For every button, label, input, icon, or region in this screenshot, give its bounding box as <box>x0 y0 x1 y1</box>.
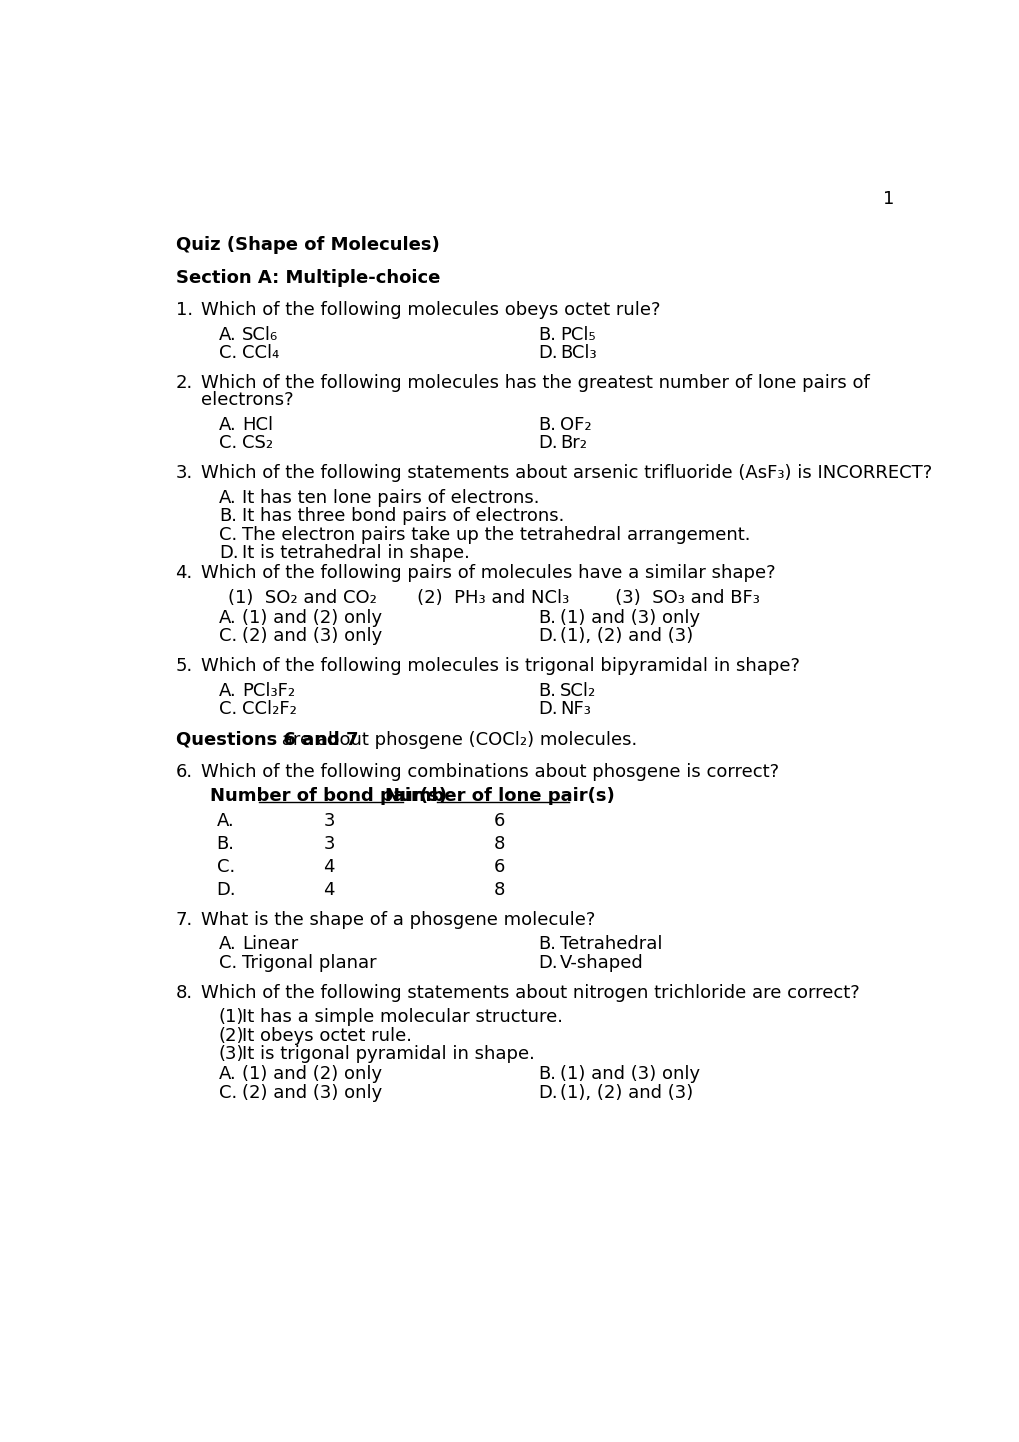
Text: 6: 6 <box>493 858 504 877</box>
Text: CCl₄: CCl₄ <box>242 345 279 362</box>
Text: (1) and (3) only: (1) and (3) only <box>559 609 699 627</box>
Text: PCl₃F₂: PCl₃F₂ <box>242 682 296 699</box>
Text: A.: A. <box>219 489 236 506</box>
Text: D.: D. <box>538 1084 557 1102</box>
Text: Which of the following combinations about phosgene is correct?: Which of the following combinations abou… <box>201 763 779 782</box>
Text: 1: 1 <box>882 190 894 208</box>
Text: Which of the following pairs of molecules have a similar shape?: Which of the following pairs of molecule… <box>201 564 775 583</box>
Text: It obeys octet rule.: It obeys octet rule. <box>242 1027 412 1045</box>
Text: PCl₅: PCl₅ <box>559 326 595 343</box>
Text: (1): (1) <box>219 1008 245 1027</box>
Text: 3: 3 <box>323 835 334 854</box>
Text: Quiz (Shape of Molecules): Quiz (Shape of Molecules) <box>175 236 439 254</box>
Text: CS₂: CS₂ <box>242 434 273 453</box>
Text: D.: D. <box>538 627 557 646</box>
Text: C.: C. <box>219 953 237 972</box>
Text: are about phosgene (COCl₂) molecules.: are about phosgene (COCl₂) molecules. <box>275 731 636 748</box>
Text: C.: C. <box>216 858 234 877</box>
Text: (2) and (3) only: (2) and (3) only <box>242 1084 382 1102</box>
Text: Questions 6 and 7: Questions 6 and 7 <box>175 731 358 748</box>
Text: A.: A. <box>216 812 234 831</box>
Text: B.: B. <box>538 682 555 699</box>
Text: 3: 3 <box>323 812 334 831</box>
Text: A.: A. <box>219 682 236 699</box>
Text: C.: C. <box>219 345 237 362</box>
Text: B.: B. <box>219 508 236 525</box>
Text: The electron pairs take up the tetrahedral arrangement.: The electron pairs take up the tetrahedr… <box>242 526 750 544</box>
Text: B.: B. <box>538 1066 555 1083</box>
Text: It has a simple molecular structure.: It has a simple molecular structure. <box>242 1008 562 1027</box>
Text: (1), (2) and (3): (1), (2) and (3) <box>559 627 693 646</box>
Text: It is tetrahedral in shape.: It is tetrahedral in shape. <box>242 544 470 562</box>
Text: electrons?: electrons? <box>201 391 293 410</box>
Text: A.: A. <box>219 609 236 627</box>
Text: CCl₂F₂: CCl₂F₂ <box>242 701 297 718</box>
Text: 1.: 1. <box>175 301 193 319</box>
Text: (1) and (3) only: (1) and (3) only <box>559 1066 699 1083</box>
Text: HCl: HCl <box>242 415 273 434</box>
Text: It is trigonal pyramidal in shape.: It is trigonal pyramidal in shape. <box>242 1045 535 1063</box>
Text: D.: D. <box>538 345 557 362</box>
Text: 3.: 3. <box>175 464 193 482</box>
Text: (2) and (3) only: (2) and (3) only <box>242 627 382 646</box>
Text: (1) and (2) only: (1) and (2) only <box>242 1066 382 1083</box>
Text: It has three bond pairs of electrons.: It has three bond pairs of electrons. <box>242 508 565 525</box>
Text: Which of the following statements about nitrogen trichloride are correct?: Which of the following statements about … <box>201 983 859 1002</box>
Text: SCl₆: SCl₆ <box>242 326 278 343</box>
Text: Which of the following molecules obeys octet rule?: Which of the following molecules obeys o… <box>201 301 660 319</box>
Text: D.: D. <box>538 434 557 453</box>
Text: D.: D. <box>219 544 238 562</box>
Text: BCl₃: BCl₃ <box>559 345 596 362</box>
Text: SCl₂: SCl₂ <box>559 682 596 699</box>
Text: Section A: Multiple-choice: Section A: Multiple-choice <box>175 268 439 287</box>
Text: Number of lone pair(s): Number of lone pair(s) <box>384 787 613 806</box>
Text: Linear: Linear <box>242 936 299 953</box>
Text: NF₃: NF₃ <box>559 701 590 718</box>
Text: Which of the following statements about arsenic trifluoride (AsF₃) is INCORRECT?: Which of the following statements about … <box>201 464 931 482</box>
Text: B.: B. <box>216 835 234 854</box>
Text: What is the shape of a phosgene molecule?: What is the shape of a phosgene molecule… <box>201 911 595 929</box>
Text: C.: C. <box>219 526 237 544</box>
Text: D.: D. <box>538 953 557 972</box>
Text: Which of the following molecules has the greatest number of lone pairs of: Which of the following molecules has the… <box>201 373 869 392</box>
Text: B.: B. <box>538 609 555 627</box>
Text: 6: 6 <box>493 812 504 831</box>
Text: 8: 8 <box>493 835 504 854</box>
Text: 8: 8 <box>493 881 504 900</box>
Text: (1), (2) and (3): (1), (2) and (3) <box>559 1084 693 1102</box>
Text: 4.: 4. <box>175 564 193 583</box>
Text: Br₂: Br₂ <box>559 434 586 453</box>
Text: D.: D. <box>216 881 236 900</box>
Text: 5.: 5. <box>175 658 193 675</box>
Text: C.: C. <box>219 701 237 718</box>
Text: Which of the following molecules is trigonal bipyramidal in shape?: Which of the following molecules is trig… <box>201 658 799 675</box>
Text: Trigonal planar: Trigonal planar <box>242 953 376 972</box>
Text: V-shaped: V-shaped <box>559 953 643 972</box>
Text: 7.: 7. <box>175 911 193 929</box>
Text: (1) and (2) only: (1) and (2) only <box>242 609 382 627</box>
Text: Number of bond pair(s): Number of bond pair(s) <box>210 787 447 806</box>
Text: 6.: 6. <box>175 763 193 782</box>
Text: 4: 4 <box>323 858 334 877</box>
Text: C.: C. <box>219 627 237 646</box>
Text: A.: A. <box>219 415 236 434</box>
Text: It has ten lone pairs of electrons.: It has ten lone pairs of electrons. <box>242 489 539 506</box>
Text: 4: 4 <box>323 881 334 900</box>
Text: C.: C. <box>219 1084 237 1102</box>
Text: 2.: 2. <box>175 373 193 392</box>
Text: A.: A. <box>219 1066 236 1083</box>
Text: B.: B. <box>538 936 555 953</box>
Text: D.: D. <box>538 701 557 718</box>
Text: OF₂: OF₂ <box>559 415 591 434</box>
Text: (3): (3) <box>219 1045 245 1063</box>
Text: (2): (2) <box>219 1027 245 1045</box>
Text: Tetrahedral: Tetrahedral <box>559 936 661 953</box>
Text: 8.: 8. <box>175 983 193 1002</box>
Text: B.: B. <box>538 415 555 434</box>
Text: A.: A. <box>219 936 236 953</box>
Text: A.: A. <box>219 326 236 343</box>
Text: C.: C. <box>219 434 237 453</box>
Text: (1)  SO₂ and CO₂       (2)  PH₃ and NCl₃        (3)  SO₃ and BF₃: (1) SO₂ and CO₂ (2) PH₃ and NCl₃ (3) SO₃… <box>228 588 759 607</box>
Text: B.: B. <box>538 326 555 343</box>
